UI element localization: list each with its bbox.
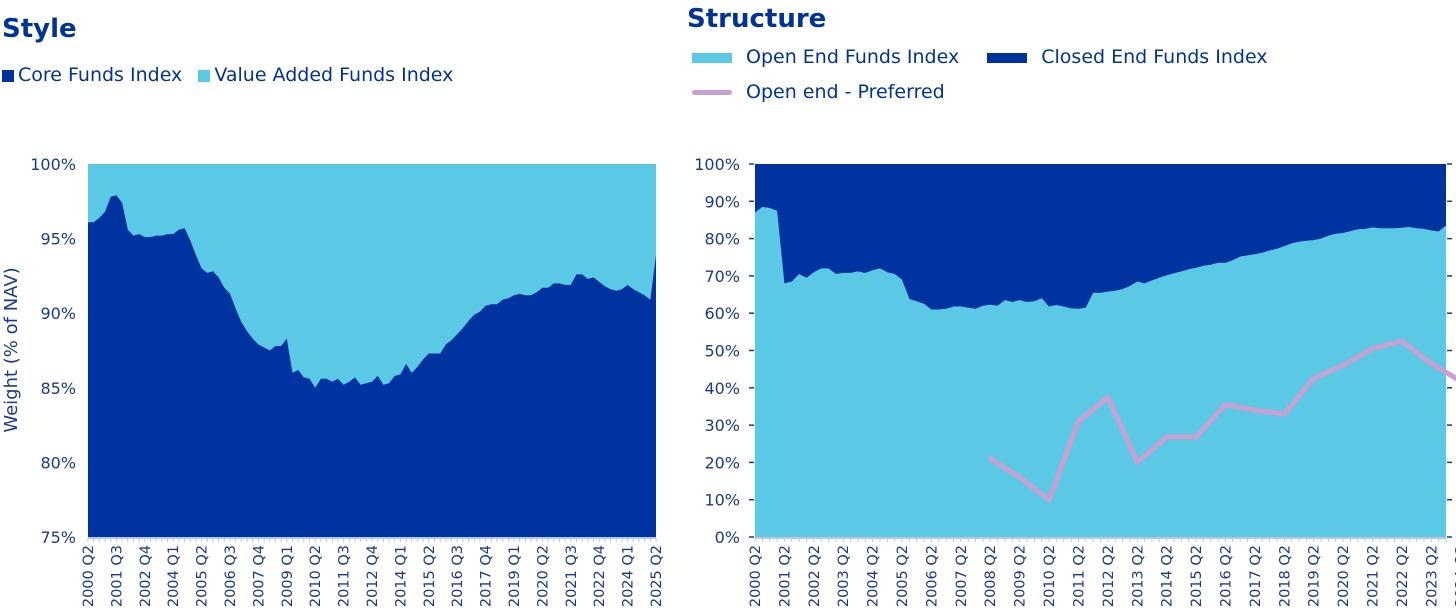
x-tick-label: 2005 Q2 — [195, 545, 211, 607]
y-tick-label: 90% — [40, 304, 76, 323]
y-tick-label: 80% — [704, 230, 740, 249]
structure-legend-row2: Open end - Preferred — [692, 81, 945, 103]
x-tick-label: 2002 Q4 — [138, 545, 154, 607]
x-tick-label: 2012 Q4 — [365, 545, 381, 607]
x-tick-label: 2023 Q2 — [1424, 545, 1440, 607]
x-tick-label: 2019 Q2 — [1307, 545, 1323, 607]
style-title: Style — [2, 14, 77, 44]
x-tick-label: 2009 Q2 — [1013, 545, 1029, 607]
x-tick-label: 2014 Q1 — [393, 545, 409, 607]
y-tick-label: 70% — [704, 267, 740, 286]
x-tick-label: 2017 Q4 — [479, 545, 495, 607]
x-tick-label: 2010 Q2 — [308, 545, 324, 607]
x-tick-label: 2020 Q2 — [1336, 545, 1352, 607]
x-tick-label: 2006 Q3 — [223, 545, 239, 607]
y-tick-label: 20% — [704, 453, 740, 472]
core-funds-area — [88, 195, 656, 538]
structure-chart: 0% 10% 20% 30% 40% 50% 60% 70% 80% 90% 100% 2000 Q2… — [694, 155, 1456, 607]
y-tick-label: 75% — [40, 528, 76, 547]
y-tick-label: 30% — [704, 416, 740, 435]
legend-swatch-core — [2, 69, 14, 82]
x-tick-label: 2022 Q4 — [592, 545, 608, 607]
style-legend: Core Funds Index Value Added Funds Index — [2, 64, 453, 86]
legend-label-preferred: Open end - Preferred — [746, 81, 945, 103]
x-tick-label: 2021 Q3 — [564, 545, 580, 607]
x-tick-label: 2020 Q2 — [535, 545, 551, 607]
x-tick-label: 2009 Q1 — [280, 545, 296, 607]
x-tick-label: 2001 Q2 — [777, 545, 793, 607]
legend-swatch-closed-end — [987, 52, 1028, 63]
x-tick-label: 2016 Q3 — [450, 545, 466, 607]
legend-label-open-end: Open End Funds Index — [746, 46, 960, 68]
x-tick-label: 2022 Q2 — [1395, 545, 1411, 607]
y-tick-label: 90% — [704, 192, 740, 211]
x-tick-label: 2000 Q2 — [748, 545, 764, 607]
style-chart: 75% 80% 85% 90% 95% 100% 2000 Q2 2001 Q3 2002 Q4… — [30, 155, 665, 607]
x-tick-label: 2024 Q2 — [1454, 545, 1456, 607]
style-y-axis-label: Weight (% of NAV) — [1, 267, 22, 432]
structure-title: Structure — [687, 4, 827, 34]
x-tick-label: 2017 Q2 — [1248, 545, 1264, 607]
x-tick-label: 2015 Q2 — [1189, 545, 1205, 607]
y-tick-label: 60% — [704, 304, 740, 323]
x-tick-label: 2015 Q2 — [422, 545, 438, 607]
x-tick-label: 2016 Q2 — [1218, 545, 1234, 607]
x-tick-label: 2019 Q1 — [507, 545, 523, 607]
x-tick-label: 2003 Q2 — [836, 545, 852, 607]
legend-swatch-open-end — [692, 52, 732, 63]
x-tick-label: 2024 Q1 — [621, 545, 637, 607]
x-tick-label: 2007 Q4 — [251, 545, 267, 607]
y-tick-label: 50% — [704, 342, 740, 361]
y-tick-label: 85% — [40, 379, 76, 398]
x-tick-label: 2007 Q2 — [954, 545, 970, 607]
legend-label-value-added: Value Added Funds Index — [214, 64, 454, 86]
x-tick-label: 2013 Q2 — [1130, 545, 1146, 607]
y-tick-label: 100% — [694, 155, 740, 174]
y-tick-label: 0% — [715, 528, 740, 547]
legend-label-core: Core Funds Index — [18, 64, 183, 86]
x-tick-label: 2014 Q2 — [1160, 545, 1176, 607]
x-tick-label: 2001 Q3 — [109, 545, 125, 607]
x-tick-label: 2004 Q2 — [866, 545, 882, 607]
x-tick-label: 2011 Q2 — [1071, 545, 1087, 607]
x-tick-label: 2002 Q2 — [807, 545, 823, 607]
open-end-preferred-line — [987, 338, 1456, 503]
y-tick-label: 95% — [40, 230, 76, 249]
legend-label-closed-end: Closed End Funds Index — [1041, 46, 1268, 68]
x-tick-label: 2011 Q3 — [337, 545, 353, 607]
x-tick-label: 2025 Q2 — [649, 545, 665, 607]
y-tick-label: 10% — [704, 491, 740, 510]
x-tick-label: 2008 Q2 — [983, 545, 999, 607]
x-tick-label: 2000 Q2 — [81, 545, 97, 607]
legend-swatch-preferred — [692, 90, 732, 95]
y-tick-label: 100% — [30, 155, 76, 174]
x-tick-label: 2005 Q2 — [895, 545, 911, 607]
legend-swatch-value-added — [198, 69, 211, 82]
open-end-area — [755, 206, 1446, 537]
x-tick-label: 2018 Q2 — [1277, 545, 1293, 607]
x-tick-label: 2021 Q2 — [1365, 545, 1381, 607]
y-tick-label: 80% — [40, 453, 76, 472]
structure-legend: Open End Funds Index Closed End Funds In… — [692, 46, 1268, 68]
x-tick-label: 2004 Q1 — [166, 545, 182, 607]
x-tick-label: 2006 Q2 — [924, 545, 940, 607]
x-tick-label: 2012 Q2 — [1101, 545, 1117, 607]
y-tick-label: 40% — [704, 379, 740, 398]
x-tick-label: 2010 Q2 — [1042, 545, 1058, 607]
